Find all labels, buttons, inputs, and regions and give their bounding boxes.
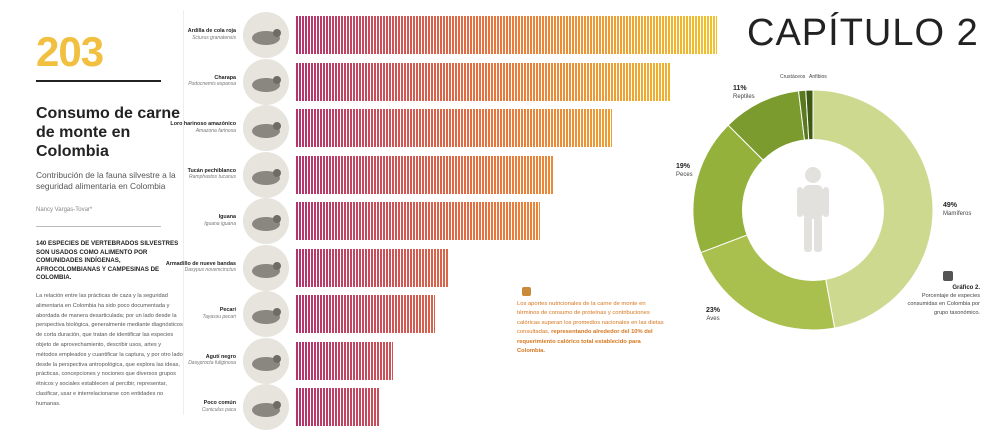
species-label: Armadillo de nueve bandas Dasypus novemci…: [160, 261, 236, 274]
info-icon: [522, 287, 531, 296]
nutrition-note-text: Los aportes nutricionales de la carne de…: [517, 301, 664, 336]
graphic-caption-text: Porcentaje de especies consumidas en Col…: [907, 293, 980, 316]
species-label: Loro harinoso amazónico Amazona farinosa: [160, 121, 236, 134]
species-common-name: Ardilla de cola roja: [187, 28, 236, 34]
article-lead: 140 especies de vertebrados silvestres s…: [36, 240, 179, 282]
species-bar: [296, 341, 393, 380]
label-reptiles: 11% Reptiles: [733, 85, 755, 100]
label-peces: 19% Peces: [676, 163, 693, 178]
iguana-icon: [243, 198, 289, 244]
article-subtitle: Contribución de la fauna silvestre a la …: [36, 170, 176, 191]
agouti-icon: [243, 337, 289, 384]
label-anfibios: Anfibios: [809, 74, 827, 80]
species-bar: [296, 16, 717, 54]
turtle-icon: [243, 58, 289, 105]
species-scientific-name: Dasypus novemcinctus: [184, 267, 236, 273]
species-bar: [296, 155, 553, 194]
chapter-heading: CAPÍTULO 2: [747, 12, 979, 54]
species-label: Agutí negro Dasyprocta fuliginosa: [160, 354, 236, 367]
article-author: Nancy Vargas-Tovar*: [36, 207, 93, 213]
species-bar: [296, 202, 541, 240]
paca-icon: [243, 384, 289, 430]
title-rule: [36, 80, 161, 82]
species-common-name: Iguana: [218, 214, 236, 220]
species-bar: [296, 248, 448, 287]
toucan-icon: [243, 151, 289, 198]
species-label: Iguana Iguana iguana: [160, 214, 236, 227]
column-divider: [183, 10, 184, 415]
species-bar: [296, 109, 612, 147]
chart-icon: [943, 271, 953, 281]
species-common-name: Poco común: [203, 400, 236, 406]
species-common-name: Loro harinoso amazónico: [170, 121, 236, 127]
species-common-name: Tucán pechiblanco: [187, 167, 236, 174]
peccary-icon: [243, 291, 289, 337]
armadillo-icon: [243, 244, 289, 291]
page-number: 203: [36, 28, 104, 75]
species-label: Charapa Podocnemis expansa: [160, 75, 236, 88]
species-scientific-name: Sciurus granatensis: [192, 34, 236, 41]
species-common-name: Pecarí: [219, 307, 236, 313]
species-bar: [296, 388, 381, 426]
squirrel-icon: [243, 12, 289, 58]
section-divider: [36, 226, 161, 227]
parrot-icon: [243, 105, 289, 151]
species-label: Poco común Cuniculus paca: [160, 400, 236, 413]
species-label: Ardilla de cola roja Sciurus granatensis: [160, 28, 236, 41]
species-bar: [296, 295, 435, 333]
label-crustaceos: Crustáceos: [780, 74, 806, 80]
species-common-name: Charapa: [214, 74, 236, 81]
species-common-name: Armadillo de nueve bandas: [165, 260, 236, 267]
species-common-name: Agutí negro: [205, 353, 236, 360]
species-label: Pecarí Tayassu pecari: [160, 307, 236, 320]
nutrition-note: Los aportes nutricionales de la carne de…: [517, 300, 669, 356]
species-scientific-name: Cuniculus paca: [201, 406, 236, 413]
graphic-title: Gráfico 2.: [952, 285, 980, 291]
taxonomic-donut-chart: [692, 89, 934, 331]
label-aves: 23% Aves: [706, 307, 721, 322]
label-mamiferos: 49% Mamíferos: [943, 202, 972, 217]
species-scientific-name: Amazona farinosa: [195, 127, 236, 134]
human-silhouette-icon: [797, 167, 829, 252]
graphic-caption: Gráfico 2. Porcentaje de especies consum…: [900, 284, 980, 317]
species-scientific-name: Iguana iguana: [204, 220, 236, 227]
nutrition-note-highlight: representando alrededor del 10% del requ…: [517, 329, 653, 355]
species-scientific-name: Tayassu pecari: [202, 313, 236, 320]
article-title: Consumo de carne de monte en Colombia: [36, 105, 181, 160]
species-label: Tucán pechiblanco Ramphastos tucanus: [160, 168, 236, 181]
species-scientific-name: Podocnemis expansa: [188, 81, 236, 87]
species-bar: [296, 62, 671, 101]
article-body: La relación entre las prácticas de caza …: [36, 293, 183, 407]
species-scientific-name: Ramphastos tucanus: [189, 174, 236, 180]
species-scientific-name: Dasyprocta fuliginosa: [188, 360, 236, 366]
